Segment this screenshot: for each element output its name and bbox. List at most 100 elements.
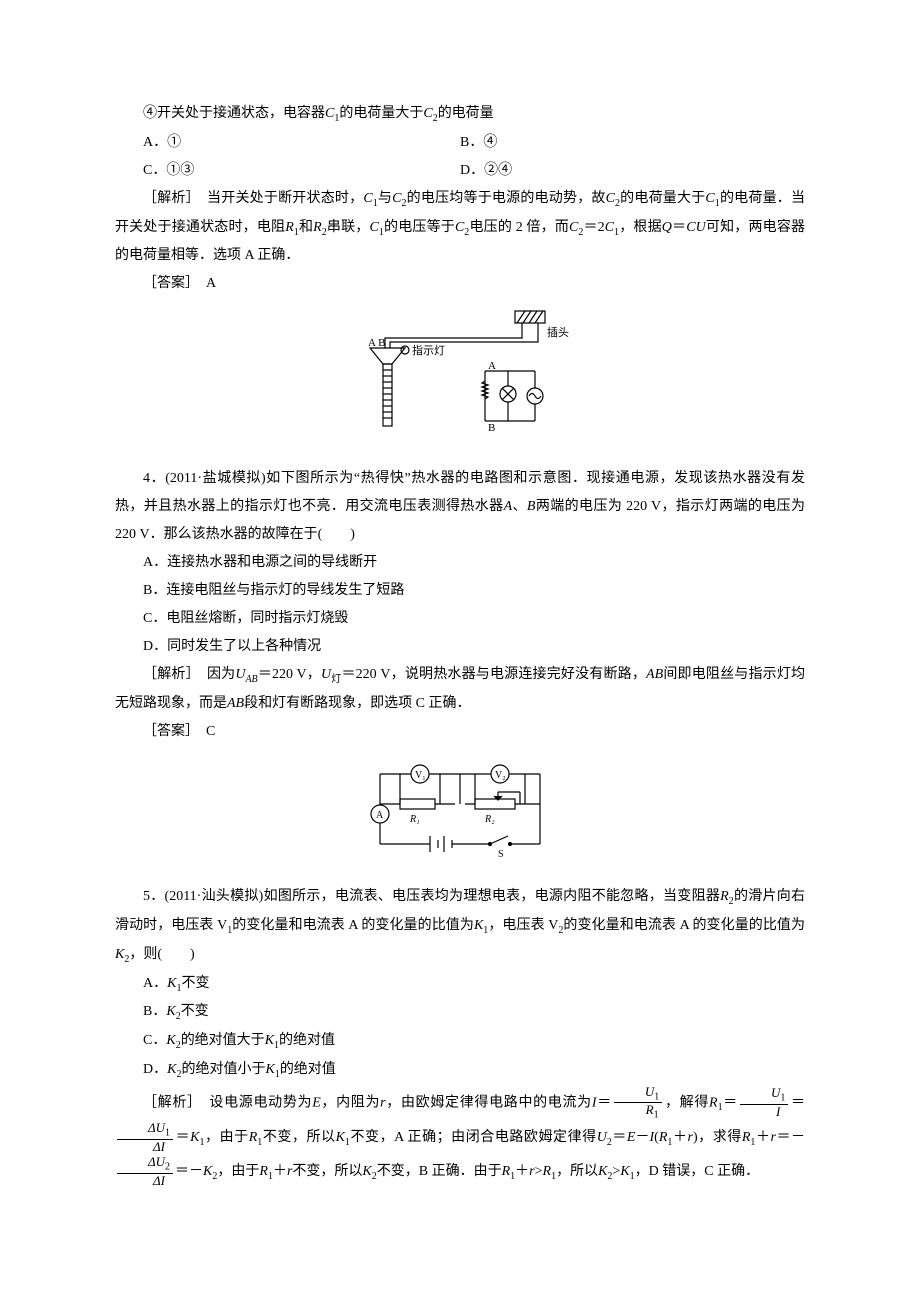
var: C	[605, 220, 614, 235]
options-row-1: A．① B．④	[115, 129, 805, 157]
option-b: B．④	[460, 129, 805, 157]
text: B．	[143, 1004, 166, 1019]
text: 电压的 2 倍，	[469, 220, 554, 235]
var: R	[720, 889, 729, 904]
var: U	[645, 1084, 654, 1099]
sub: 1	[654, 1110, 659, 1121]
q5-option-b: B．K2不变	[115, 998, 805, 1027]
text: ＝	[597, 1095, 612, 1110]
text: 的绝对值	[280, 1062, 336, 1077]
text: 串联，	[327, 220, 370, 235]
text: ＝220 V，	[258, 667, 321, 682]
text: D．	[143, 1062, 167, 1077]
circuit-diagram-icon: V₁ V₂ A R₁ R₂ S	[360, 754, 560, 864]
question-4: 4．(2011·盐城模拟)如下图所示为“热得快”热水器的电路图和示意图．现接通电…	[115, 465, 805, 549]
text: 的变化量和电流表 A 的变化量的比值为	[563, 918, 805, 933]
var: K	[265, 1062, 274, 1077]
var: R	[646, 1102, 654, 1117]
label-r2: R₂	[484, 814, 495, 825]
q4-option-b: B．连接电阻丝与指示灯的导线发生了短路	[115, 577, 805, 605]
var: E	[312, 1095, 321, 1110]
text: )，求得	[693, 1130, 742, 1145]
text: C．	[143, 1033, 166, 1048]
text: 不变，所以	[262, 1130, 335, 1145]
sub: 灯	[331, 674, 341, 685]
option-d: D．②④	[460, 157, 805, 185]
text: 不变，A 正确；由闭合电路欧姆定律得	[350, 1130, 597, 1145]
var: U	[235, 667, 245, 682]
var: U	[696, 220, 706, 235]
var: A	[504, 499, 513, 514]
label-ab: A B	[368, 337, 385, 349]
sub: 1	[654, 1091, 659, 1102]
var: R	[249, 1130, 258, 1145]
text: ，电压表 V	[488, 918, 558, 933]
var: Q	[662, 220, 672, 235]
text: 5．(2011·汕头模拟)如图所示，电流表、电压表均为理想电表，电源内阻不能忽略…	[143, 889, 720, 904]
question-5: 5．(2011·汕头模拟)如图所示，电流表、电压表均为理想电表，电源内阻不能忽略…	[115, 883, 805, 969]
var: K	[203, 1164, 212, 1179]
var: AB	[646, 667, 663, 682]
text: ，则( )	[129, 947, 194, 962]
label-b: B	[488, 422, 495, 434]
label-r1: R₁	[409, 814, 420, 825]
fraction-du1-di: ΔU1ΔI	[117, 1121, 173, 1154]
text: 不变	[181, 976, 209, 991]
text: 段和灯有断路现象，即选项 C 正确．	[244, 696, 470, 711]
text: 的绝对值大于	[181, 1033, 265, 1048]
figure-circuit: V₁ V₂ A R₁ R₂ S	[115, 754, 805, 875]
text: 的变化量和电流表 A 的变化量的比值为	[232, 918, 474, 933]
var: ΔU	[148, 1154, 165, 1169]
text: ＝220 V，说明热水器与电源连接完好没有断路，	[341, 667, 646, 682]
var: K	[362, 1164, 371, 1179]
answer-2: ［答案］ C	[115, 718, 805, 746]
text: ＝－	[175, 1164, 203, 1179]
text: 的绝对值	[279, 1033, 335, 1048]
text: ＝	[672, 220, 686, 235]
label-ammeter: A	[376, 810, 384, 821]
sub: 1	[165, 1128, 170, 1139]
var: K	[598, 1164, 607, 1179]
text: ＝	[612, 1130, 627, 1145]
text: ＝	[723, 1095, 738, 1110]
text: ＝	[790, 1095, 805, 1110]
var: K	[265, 1033, 274, 1048]
text: 的电荷量	[620, 191, 677, 206]
text: ［解析］ 设电源电动势为	[143, 1095, 312, 1110]
text: ，所以	[556, 1164, 598, 1179]
var: C	[705, 191, 714, 206]
var: C	[363, 191, 372, 206]
text: ，由于	[204, 1130, 248, 1145]
text: 大于	[677, 191, 705, 206]
text: ［解析］ 当开关处于断开状态时，	[143, 191, 363, 206]
label-s: S	[498, 849, 504, 860]
text: ，根据	[619, 220, 662, 235]
var: R	[259, 1164, 268, 1179]
var: R	[502, 1164, 511, 1179]
statement-4: ④开关处于接通状态，电容器C1的电荷量大于C2的电荷量	[115, 100, 805, 129]
var: C	[569, 220, 578, 235]
label-a: A	[488, 360, 496, 372]
q4-option-a: A．连接热水器和电源之间的导线断开	[115, 549, 805, 577]
fraction-u1-i: U1I	[740, 1086, 788, 1119]
var: K	[474, 918, 483, 933]
text: ，D 错误，C 正确．	[635, 1164, 759, 1179]
text: ＝	[175, 1130, 190, 1145]
figure-heater: A B 指示灯 插头 A B	[115, 306, 805, 457]
text: ，由欧姆定律得电路中的电流为	[386, 1095, 592, 1110]
var: R	[709, 1095, 718, 1110]
text: 不变	[181, 1004, 209, 1019]
var: ΔU	[148, 1120, 165, 1135]
text: ，由于	[217, 1164, 259, 1179]
text: 的电荷量	[438, 106, 494, 121]
sub: 2	[165, 1162, 170, 1173]
text: 而	[555, 220, 569, 235]
sub: 1	[780, 1093, 785, 1104]
text: 不变，所以	[292, 1164, 362, 1179]
text: 的电压均等于电源的电动势，故	[406, 191, 605, 206]
text: ④开关处于接通状态，电容器	[143, 106, 325, 121]
q5-option-c: C．K2的绝对值大于K1的绝对值	[115, 1027, 805, 1056]
label-v2: V₂	[495, 770, 506, 781]
text: －	[635, 1130, 649, 1145]
solution-3: ［解析］ 设电源电动势为E，内阻为r，由欧姆定律得电路中的电流为I＝U1R1，解…	[115, 1085, 805, 1189]
